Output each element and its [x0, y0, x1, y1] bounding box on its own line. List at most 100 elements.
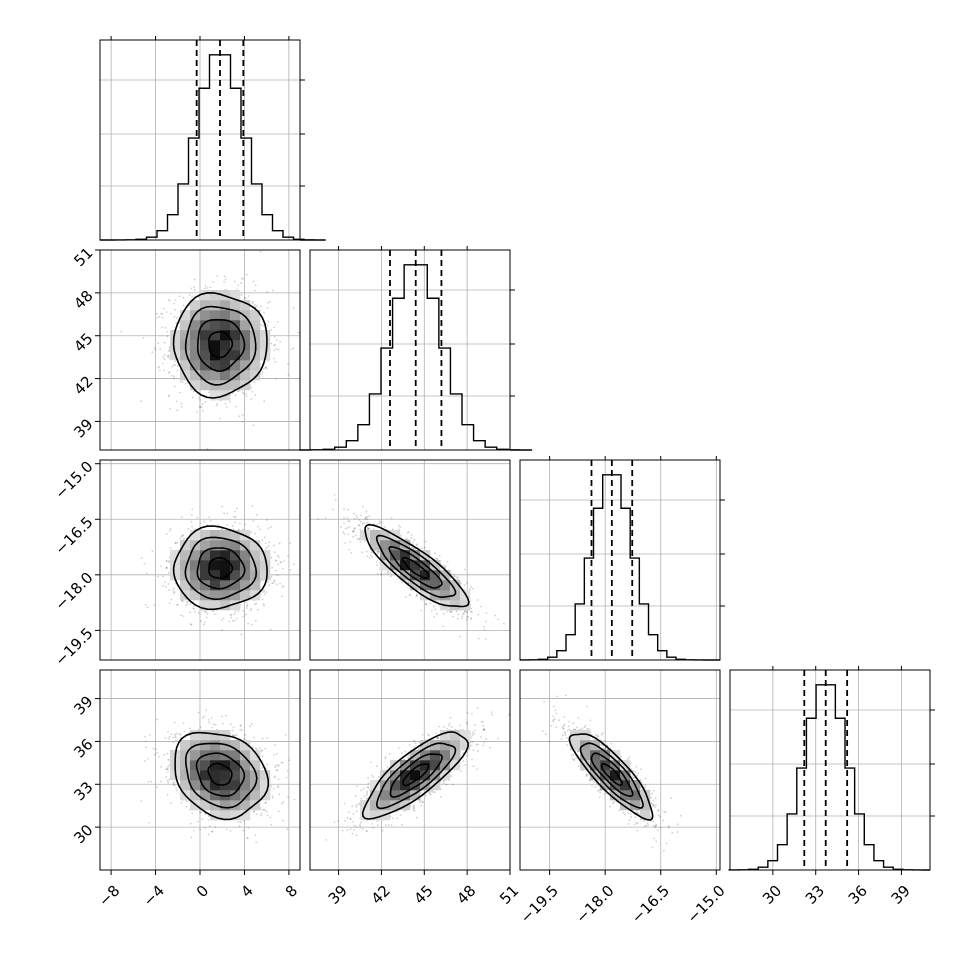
density-cell — [240, 360, 251, 371]
density-cell — [410, 560, 421, 571]
density-cell — [410, 760, 421, 771]
density-cell — [400, 760, 411, 771]
density-cell — [240, 760, 251, 771]
scatter-point — [414, 742, 417, 745]
scatter-point — [267, 360, 270, 362]
scatter-point — [204, 813, 207, 816]
density-cell — [230, 560, 241, 571]
scatter-point — [370, 761, 372, 764]
scatter-point — [179, 380, 182, 383]
scatter-point — [250, 723, 253, 725]
scatter-point — [246, 604, 249, 606]
scatter-point — [240, 633, 243, 636]
scatter-point — [190, 623, 193, 626]
density-cell — [620, 770, 631, 781]
density-cell — [190, 770, 201, 781]
scatter-point — [273, 326, 276, 329]
scatter-point — [198, 406, 201, 409]
scatter-point — [439, 795, 442, 798]
scatter-point — [254, 834, 257, 837]
density-cell — [440, 750, 451, 761]
scatter-point — [380, 573, 382, 576]
scatter-point — [560, 737, 563, 740]
scatter-point — [367, 776, 369, 779]
density-cell — [240, 740, 251, 751]
scatter-point — [384, 756, 387, 759]
scatter-point — [242, 277, 244, 280]
density-cell — [210, 560, 221, 571]
scatter-point — [174, 736, 177, 739]
scatter-point — [466, 712, 469, 714]
scatter-point — [448, 722, 451, 725]
density-cell — [200, 340, 211, 351]
scatter-point — [213, 613, 216, 616]
scatter-point — [517, 713, 519, 715]
scatter-point — [234, 521, 236, 524]
scatter-point — [471, 758, 473, 761]
scatter-point — [386, 766, 389, 769]
density-cell — [180, 550, 191, 561]
density-cell — [420, 740, 431, 751]
density-cell — [180, 350, 191, 361]
scatter-point — [261, 755, 264, 758]
scatter-point — [165, 560, 168, 563]
scatter-point — [355, 804, 357, 807]
scatter-point — [413, 809, 416, 812]
scatter-point — [274, 766, 277, 769]
panel-3-2 — [519, 669, 721, 871]
scatter-point — [654, 825, 657, 827]
scatter-point — [235, 734, 238, 736]
scatter-point — [270, 342, 273, 345]
scatter-point — [644, 786, 646, 789]
density-cell — [370, 790, 381, 801]
scatter-point — [148, 734, 151, 736]
scatter-point — [376, 564, 378, 566]
density-cell — [250, 360, 261, 371]
density-cell — [200, 330, 211, 341]
scatter-point — [343, 508, 345, 511]
scatter-point — [479, 605, 482, 608]
scatter-point — [653, 804, 656, 807]
scatter-point — [473, 729, 476, 732]
scatter-point — [359, 826, 362, 828]
scatter-point — [553, 705, 555, 708]
scatter-point — [153, 604, 156, 607]
scatter-point — [366, 518, 369, 521]
scatter-point — [349, 540, 351, 543]
scatter-point — [624, 813, 626, 816]
scatter-point — [200, 528, 203, 531]
scatter-point — [289, 542, 292, 545]
scatter-point — [463, 584, 466, 587]
scatter-point — [190, 623, 192, 626]
scatter-point — [609, 805, 611, 808]
scatter-point — [161, 362, 164, 365]
density-cell — [190, 590, 201, 601]
density-cell — [420, 770, 431, 781]
scatter-point — [230, 616, 233, 619]
scatter-point — [654, 797, 657, 800]
contour-0 — [207, 762, 233, 786]
scatter-point — [452, 615, 455, 618]
scatter-point — [425, 602, 428, 605]
scatter-point — [233, 510, 236, 513]
contour-2 — [375, 742, 457, 810]
density-cell — [190, 760, 201, 771]
scatter-point — [276, 554, 279, 557]
scatter-point — [596, 734, 599, 737]
scatter-point — [263, 604, 265, 607]
scatter-point — [676, 831, 679, 833]
scatter-point — [199, 399, 202, 401]
y-tick-label: −18.0 — [51, 569, 96, 614]
scatter-point — [278, 793, 281, 796]
scatter-point — [485, 738, 487, 740]
panel-frame — [309, 249, 511, 451]
scatter-point — [192, 390, 195, 393]
scatter-point — [231, 729, 234, 732]
scatter-point — [454, 728, 457, 731]
scatter-point — [632, 776, 634, 779]
density-cell — [230, 580, 241, 591]
x-tick-label: 33 — [802, 882, 828, 908]
scatter-point — [361, 523, 364, 525]
density-cell — [190, 550, 201, 561]
scatter-point — [273, 787, 275, 790]
